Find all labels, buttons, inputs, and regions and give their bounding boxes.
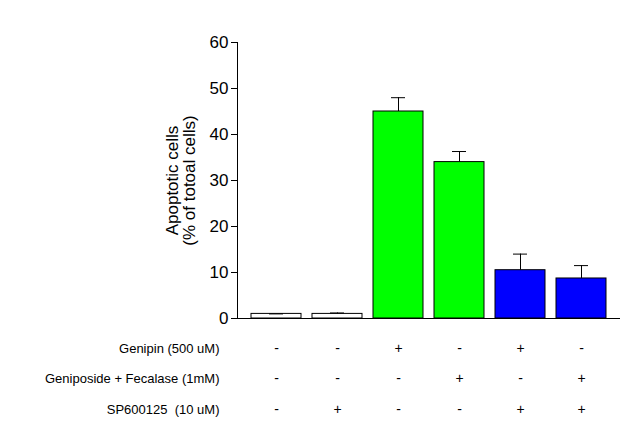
svg-text:+: + <box>577 401 585 417</box>
svg-text:+: + <box>577 370 585 386</box>
svg-text:-: - <box>518 370 523 386</box>
svg-text:-: - <box>274 401 279 417</box>
svg-text:+: + <box>455 370 463 386</box>
svg-text:0: 0 <box>219 309 228 328</box>
svg-text:-: - <box>274 340 279 356</box>
svg-text:SP600125 (10 uM): SP600125 (10 uM) <box>107 402 220 417</box>
svg-text:-: - <box>335 340 340 356</box>
svg-text:+: + <box>394 340 402 356</box>
svg-text:-: - <box>396 370 401 386</box>
svg-text:+: + <box>516 401 524 417</box>
svg-text:Apoptotic cells(% of totoal ce: Apoptotic cells(% of totoal cells) <box>163 115 199 245</box>
svg-text:50: 50 <box>210 79 229 98</box>
svg-text:Geniposide + Fecalase (1mM): Geniposide + Fecalase (1mM) <box>45 371 220 386</box>
svg-text:40: 40 <box>210 125 229 144</box>
svg-text:-: - <box>396 401 401 417</box>
svg-text:-: - <box>579 340 584 356</box>
svg-text:-: - <box>457 401 462 417</box>
svg-text:30: 30 <box>210 171 229 190</box>
svg-text:+: + <box>333 401 341 417</box>
svg-text:20: 20 <box>210 217 229 236</box>
svg-text:60: 60 <box>210 33 229 52</box>
svg-text:10: 10 <box>210 263 229 282</box>
svg-text:+: + <box>516 340 524 356</box>
svg-text:-: - <box>335 370 340 386</box>
svg-text:-: - <box>274 370 279 386</box>
svg-text:-: - <box>457 340 462 356</box>
svg-text:Genipin (500 uM): Genipin (500 uM) <box>119 341 219 356</box>
